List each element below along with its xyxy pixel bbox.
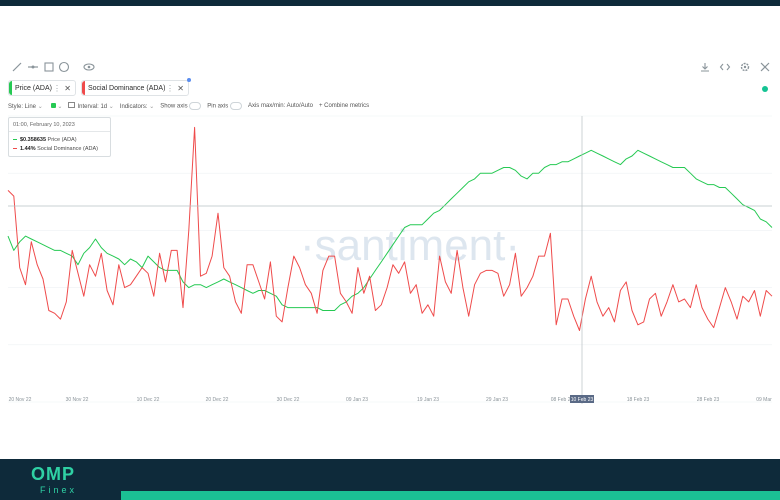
x-tick-label: 30 Dec 22 — [277, 397, 300, 403]
metric-social-dominance-label: Social Dominance (ADA) — [88, 84, 166, 92]
top-bar — [0, 0, 780, 6]
x-tick-label: 28 Feb 23 — [697, 397, 720, 403]
pin-axis-toggle[interactable]: Pin axis — [207, 102, 242, 110]
footer-bar — [0, 459, 780, 500]
axis-maxmin-selector[interactable]: Axis max/min: Auto/Auto — [247, 103, 313, 109]
chart-grid — [8, 115, 772, 403]
live-status-icon — [762, 86, 768, 92]
x-tick-label: 10 Feb 23 — [571, 397, 594, 403]
interval-selector[interactable]: Interval: 1d ⌄ — [68, 102, 114, 110]
more-options-icon[interactable]: ⋮ — [53, 83, 61, 93]
indicators-label: Indicators: — [119, 103, 148, 110]
metric-chips: Price (ADA) ⋮ ✕ Social Dominance (ADA) ⋮… — [0, 78, 780, 98]
tooltip-price-value: $0.358635 — [20, 137, 46, 143]
style-selector[interactable]: Style: Line ⌄ — [8, 103, 43, 110]
color-picker[interactable]: ⌄ — [49, 102, 62, 110]
crosshair-date-badge — [570, 395, 594, 403]
social-dominance-color-bar — [82, 81, 85, 95]
tooltip-price-row: $0.358635 Price (ADA) — [13, 137, 77, 143]
close-icon[interactable] — [758, 60, 772, 74]
style-label: Style: Line — [8, 103, 37, 110]
tooltip-price-label: Price (ADA) — [47, 137, 77, 143]
combine-label: Combine metrics — [324, 103, 370, 109]
x-tick-label: 09 Mar — [756, 397, 772, 403]
logo-sub: Finex — [40, 485, 78, 495]
metric-chip-social-dominance[interactable]: Social Dominance (ADA) ⋮ ✕ — [81, 78, 191, 96]
interval-label: Interval: 1d — [77, 104, 108, 110]
x-tick-label: 18 Feb 23 — [627, 397, 650, 403]
metric-chip-price[interactable]: Price (ADA) ⋮ ✕ — [8, 80, 76, 96]
x-tick-label: 30 Nov 22 — [66, 397, 89, 403]
settings-icon[interactable] — [738, 60, 752, 74]
line-icon[interactable] — [26, 60, 40, 74]
combine-metrics-button[interactable]: + Combine metrics — [318, 103, 370, 109]
notification-badge — [187, 78, 191, 82]
x-tick-label: 20 Nov 22 — [9, 397, 32, 403]
show-axis-label: Show axis — [160, 103, 188, 110]
series-layer — [7, 126, 773, 331]
eye-icon[interactable] — [82, 60, 96, 74]
tooltip-date: 01:00, February 10, 2023 — [13, 122, 75, 128]
logo-main: OMP — [31, 464, 76, 484]
x-tick-label: 29 Jan 23 — [486, 397, 508, 403]
x-axis: 20 Nov 22 30 Nov 22 10 Dec 22 20 Dec 22 30 D… — [9, 395, 772, 403]
tooltip-sd-row: 1.44% Social Dominance (ADA) — [13, 146, 98, 152]
pen-icon[interactable] — [10, 60, 24, 74]
remove-metric-icon[interactable]: ✕ — [64, 83, 71, 93]
x-tick-label: 20 Dec 22 — [206, 397, 229, 403]
remove-metric-icon[interactable]: ✕ — [177, 83, 184, 93]
tooltip-sd-value: 1.44% — [20, 146, 36, 152]
x-tick-label: 08 Feb 23 — [551, 397, 574, 403]
more-options-icon[interactable]: ⋮ — [166, 83, 174, 93]
emoji-icon[interactable] — [57, 60, 71, 74]
calendar-icon — [68, 102, 76, 108]
show-axis-toggle[interactable]: Show axis — [160, 102, 202, 110]
settings-row: Style: Line ⌄ ⌄ Interval: 1d ⌄ Indicator… — [8, 101, 369, 111]
social-dominance-line — [7, 126, 773, 331]
note-icon[interactable] — [42, 60, 56, 74]
x-tick-label: 19 Jan 23 — [417, 397, 439, 403]
embed-code-icon[interactable] — [718, 60, 732, 74]
footer-stripe — [121, 491, 780, 500]
price-color-bar — [9, 81, 12, 95]
chart-area[interactable]: ·santiment· 20 Nov 22 30 Nov 22 10 Dec 22 2… — [0, 112, 780, 412]
metric-price-label: Price (ADA) — [15, 84, 52, 92]
watermark: ·santiment· — [300, 221, 520, 270]
pin-axis-label: Pin axis — [207, 103, 229, 110]
tooltip-sd-label: Social Dominance (ADA) — [37, 146, 98, 152]
download-icon[interactable] — [698, 60, 712, 74]
x-tick-label: 10 Dec 22 — [137, 397, 160, 403]
x-tick-label: 09 Jan 23 — [346, 397, 368, 403]
chart-tooltip: 01:00, February 10, 2023 $0.358635 Price… — [8, 117, 111, 157]
price-line — [7, 149, 773, 311]
chart-toolbar — [0, 60, 780, 78]
indicators-selector[interactable]: Indicators: ⌄ — [119, 103, 155, 110]
